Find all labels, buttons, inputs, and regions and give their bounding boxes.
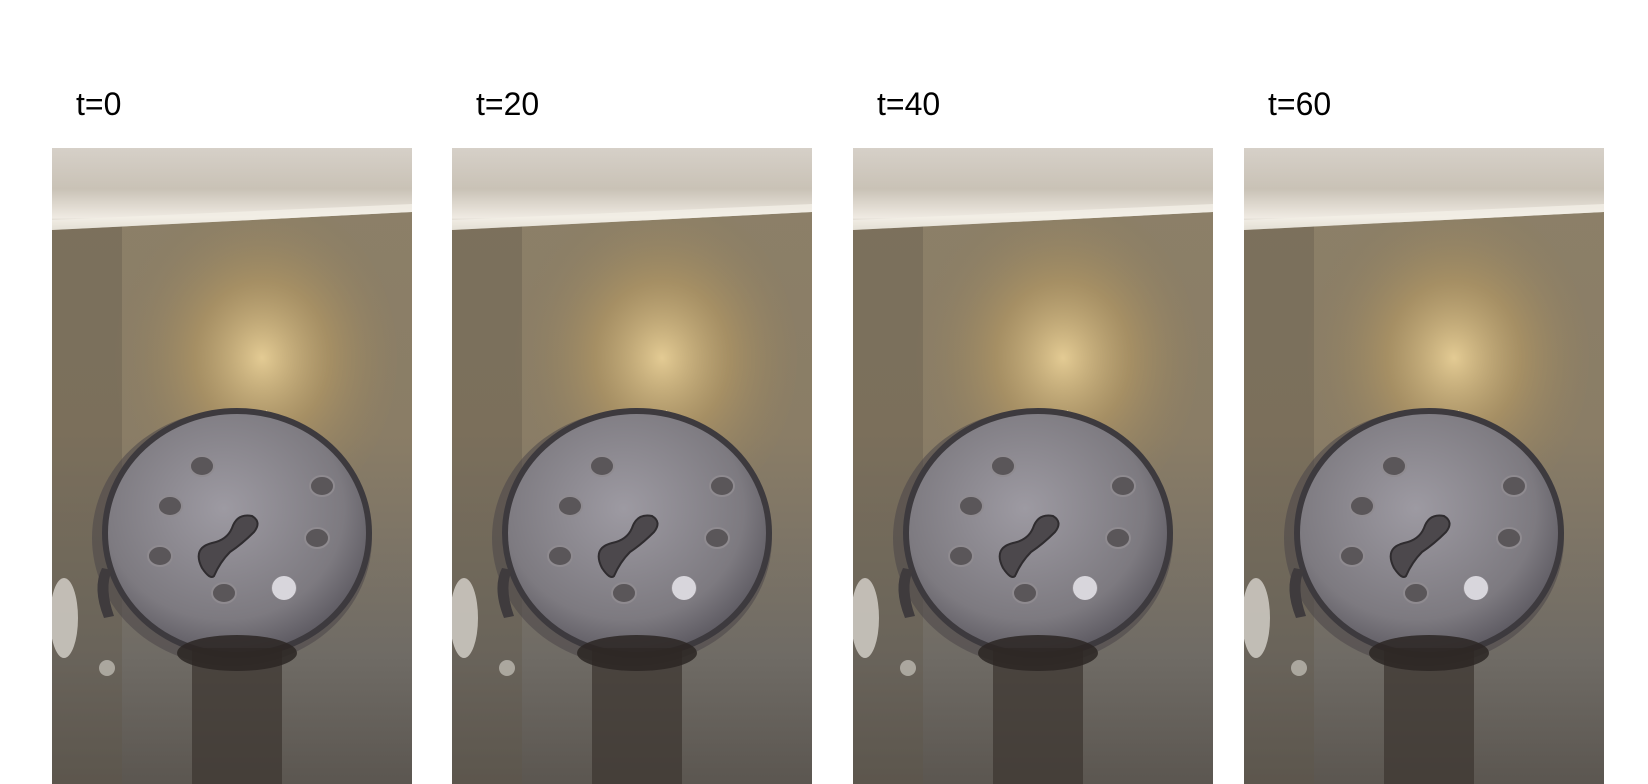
bolt-hole bbox=[189, 455, 215, 477]
shiny-knob bbox=[1464, 576, 1488, 600]
bolt-hole bbox=[1501, 475, 1527, 497]
valve-photo bbox=[853, 148, 1213, 784]
panel-photo bbox=[853, 148, 1213, 784]
shiny-knob bbox=[1073, 576, 1097, 600]
panel-label: t=0 bbox=[76, 86, 122, 122]
fitting-rim bbox=[177, 635, 297, 671]
panel-photo bbox=[1244, 148, 1604, 784]
bolt-hole bbox=[211, 582, 237, 604]
bolt-hole bbox=[1110, 475, 1136, 497]
bolt-hole bbox=[948, 545, 974, 567]
reflection bbox=[900, 660, 916, 676]
valve-photo bbox=[52, 148, 412, 784]
bolt-hole bbox=[557, 495, 583, 517]
panel-label: t=20 bbox=[476, 86, 540, 122]
bolt-hole bbox=[1012, 582, 1038, 604]
valve-photo bbox=[1244, 148, 1604, 784]
ledge-highlight bbox=[452, 204, 812, 230]
valve-bracket bbox=[898, 568, 915, 618]
panel-label: t=40 bbox=[877, 86, 941, 122]
valve-handle bbox=[1389, 514, 1451, 578]
fitting-rim bbox=[1369, 635, 1489, 671]
bolt-hole bbox=[304, 527, 330, 549]
reflection bbox=[499, 660, 515, 676]
panel-photo bbox=[52, 148, 412, 784]
ledge-highlight bbox=[1244, 204, 1604, 230]
valve-handle bbox=[597, 514, 659, 578]
bolt-hole bbox=[1339, 545, 1365, 567]
panel-t60: t=60 bbox=[1244, 0, 1604, 784]
valve-photo bbox=[452, 148, 812, 784]
reflection bbox=[1291, 660, 1307, 676]
bolt-hole bbox=[611, 582, 637, 604]
valve-handle bbox=[197, 514, 259, 578]
panel-t0: t=0 bbox=[52, 0, 412, 784]
bolt-hole bbox=[709, 475, 735, 497]
bolt-hole bbox=[309, 475, 335, 497]
fitting-rim bbox=[978, 635, 1098, 671]
valve-handle bbox=[998, 514, 1060, 578]
panel-photo bbox=[452, 148, 812, 784]
bolt-hole bbox=[1496, 527, 1522, 549]
bolt-hole bbox=[704, 527, 730, 549]
bolt-hole bbox=[147, 545, 173, 567]
shiny-knob bbox=[272, 576, 296, 600]
bolt-hole bbox=[547, 545, 573, 567]
panel-t20: t=20 bbox=[452, 0, 812, 784]
valve-bracket bbox=[97, 568, 114, 618]
panel-label: t=60 bbox=[1268, 86, 1332, 122]
bolt-hole bbox=[990, 455, 1016, 477]
reflection bbox=[452, 578, 478, 658]
bolt-hole bbox=[1349, 495, 1375, 517]
bolt-hole bbox=[589, 455, 615, 477]
fitting-rim bbox=[577, 635, 697, 671]
ledge-highlight bbox=[52, 204, 412, 230]
valve-bracket bbox=[497, 568, 514, 618]
shiny-knob bbox=[672, 576, 696, 600]
ledge-highlight bbox=[853, 204, 1213, 230]
bolt-hole bbox=[1381, 455, 1407, 477]
bolt-hole bbox=[1403, 582, 1429, 604]
reflection bbox=[52, 578, 78, 658]
bolt-hole bbox=[157, 495, 183, 517]
reflection bbox=[853, 578, 879, 658]
reflection bbox=[99, 660, 115, 676]
reflection bbox=[1244, 578, 1270, 658]
bolt-hole bbox=[1105, 527, 1131, 549]
valve-bracket bbox=[1289, 568, 1306, 618]
bolt-hole bbox=[958, 495, 984, 517]
panel-t40: t=40 bbox=[853, 0, 1213, 784]
